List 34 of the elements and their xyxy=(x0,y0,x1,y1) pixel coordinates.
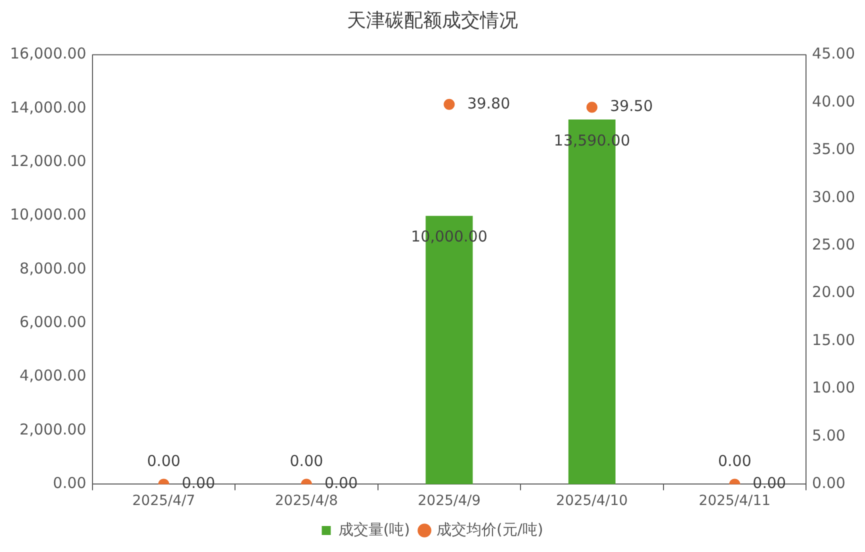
point xyxy=(586,102,598,113)
x-tick-label: 2025/4/7 xyxy=(132,493,196,510)
legend-label: 成交均价(元/吨) xyxy=(436,520,544,538)
y2-tick-label: 10.00 xyxy=(812,378,856,397)
data-label: 0.00 xyxy=(718,452,752,470)
y-tick-label: 10,000.00 xyxy=(10,206,86,224)
y-tick-label: 8,000.00 xyxy=(20,259,86,278)
y-tick-label: 14,000.00 xyxy=(10,98,86,116)
y-tick-label: 6,000.00 xyxy=(20,313,86,332)
x-tick-label: 2025/4/10 xyxy=(556,493,628,510)
y2-tick-label: 5.00 xyxy=(812,426,846,444)
y2-tick-label: 0.00 xyxy=(812,474,846,492)
y-tick-label: 0.00 xyxy=(52,474,86,492)
x-tick-label: 2025/4/9 xyxy=(418,493,481,510)
data-label: 39.50 xyxy=(610,97,653,116)
y-tick-label: 16,000.00 xyxy=(10,44,86,63)
y2-tick-label: 30.00 xyxy=(812,188,856,206)
y2-tick-label: 45.00 xyxy=(812,44,856,63)
y2-tick-label: 20.00 xyxy=(812,283,856,302)
y-tick-label: 4,000.00 xyxy=(20,366,86,385)
y2-tick-label: 35.00 xyxy=(812,140,856,158)
y2-tick-label: 15.00 xyxy=(812,330,856,349)
y2-tick-label: 40.00 xyxy=(812,92,856,110)
chart-title: 天津碳配额成交情况 xyxy=(347,9,518,32)
x-tick-label: 2025/4/8 xyxy=(275,493,338,510)
point xyxy=(444,98,455,110)
data-label: 0.00 xyxy=(290,452,324,470)
y-tick-label: 12,000.00 xyxy=(10,152,86,170)
y-tick-label: 2,000.00 xyxy=(20,420,86,438)
data-label: 39.80 xyxy=(467,94,510,112)
y2-tick-label: 25.00 xyxy=(812,236,856,254)
x-tick-label: 2025/4/11 xyxy=(698,493,771,510)
legend-label: 成交量(吨) xyxy=(338,520,410,538)
data-label: 0.00 xyxy=(147,452,180,470)
